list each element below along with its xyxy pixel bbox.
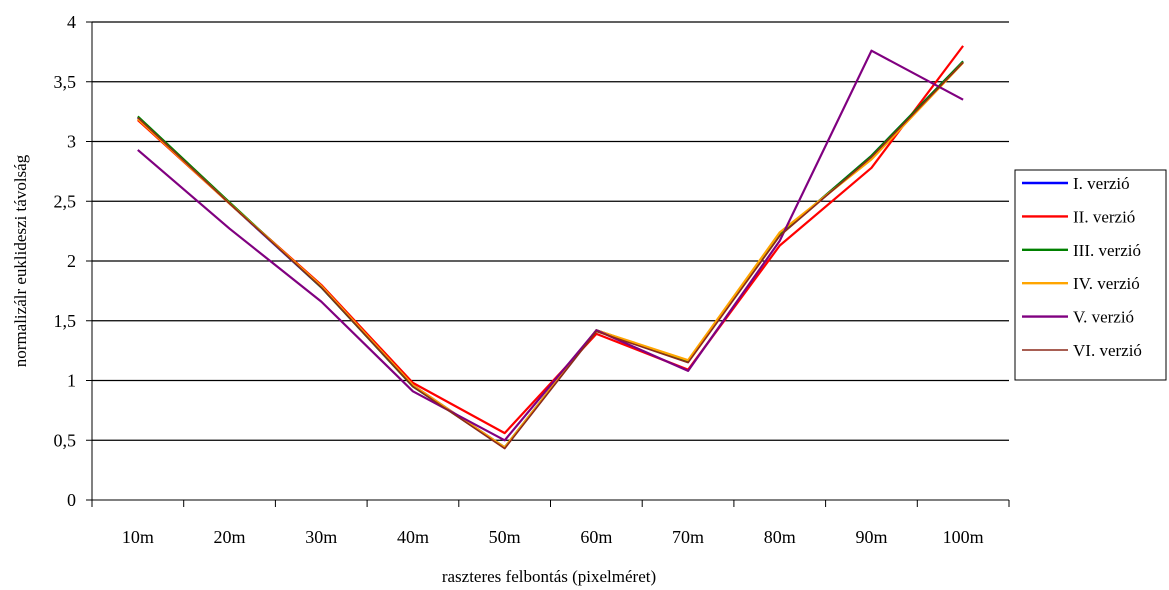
x-tick-label: 100m xyxy=(943,527,984,547)
y-tick-label: 0 xyxy=(67,490,76,510)
y-axis-title: normalizálr euklideszi távolság xyxy=(11,154,30,367)
axes xyxy=(86,21,1010,507)
y-tick-label: 2 xyxy=(67,251,76,271)
legend-label-4: IV. verzió xyxy=(1073,274,1140,293)
x-tick-label: 70m xyxy=(672,527,704,547)
x-tick-label: 10m xyxy=(122,527,154,547)
legend-box xyxy=(1014,169,1167,381)
legend-label-5: V. verzió xyxy=(1073,308,1134,327)
x-tick-label: 50m xyxy=(489,527,521,547)
series-lines xyxy=(137,45,964,450)
x-tick-label: 90m xyxy=(855,527,887,547)
x-tick-labels: 10m 20m 30m 40m 50m 60m 70m 80m 90m 100m xyxy=(122,527,984,547)
gridlines xyxy=(92,21,1009,441)
legend-label-6: VI. verzió xyxy=(1073,341,1142,360)
y-tick-labels: 0 0,5 1 1,5 2 2,5 3 3,5 4 xyxy=(54,12,77,510)
series-line-5 xyxy=(137,49,964,442)
y-tick-label: 0,5 xyxy=(54,430,77,450)
y-tick-label: 2,5 xyxy=(54,191,77,211)
x-tick-label: 30m xyxy=(305,527,337,547)
y-tick-label: 4 xyxy=(67,12,76,32)
series-line-2 xyxy=(137,45,964,435)
series-line-6 xyxy=(137,62,964,450)
x-tick-label: 20m xyxy=(214,527,246,547)
y-tick-label: 3 xyxy=(67,132,76,152)
x-tick-label: 40m xyxy=(397,527,429,547)
x-axis-title: raszteres felbontás (pixelméret) xyxy=(442,567,656,586)
legend: I. verzió II. verzió III. verzió IV. verzió… xyxy=(1014,169,1167,381)
y-tick-label: 1 xyxy=(67,371,76,391)
x-tick-label: 60m xyxy=(580,527,612,547)
legend-label-2: II. verzió xyxy=(1073,207,1135,226)
legend-label-1: I. verzió xyxy=(1073,174,1130,193)
y-tick-label: 1,5 xyxy=(54,311,77,331)
x-tick-label: 80m xyxy=(764,527,796,547)
legend-label-3: III. verzió xyxy=(1073,241,1141,260)
y-tick-label: 3,5 xyxy=(54,72,77,92)
legend-items: I. verzió II. verzió III. verzió IV. verzió… xyxy=(1022,174,1142,360)
